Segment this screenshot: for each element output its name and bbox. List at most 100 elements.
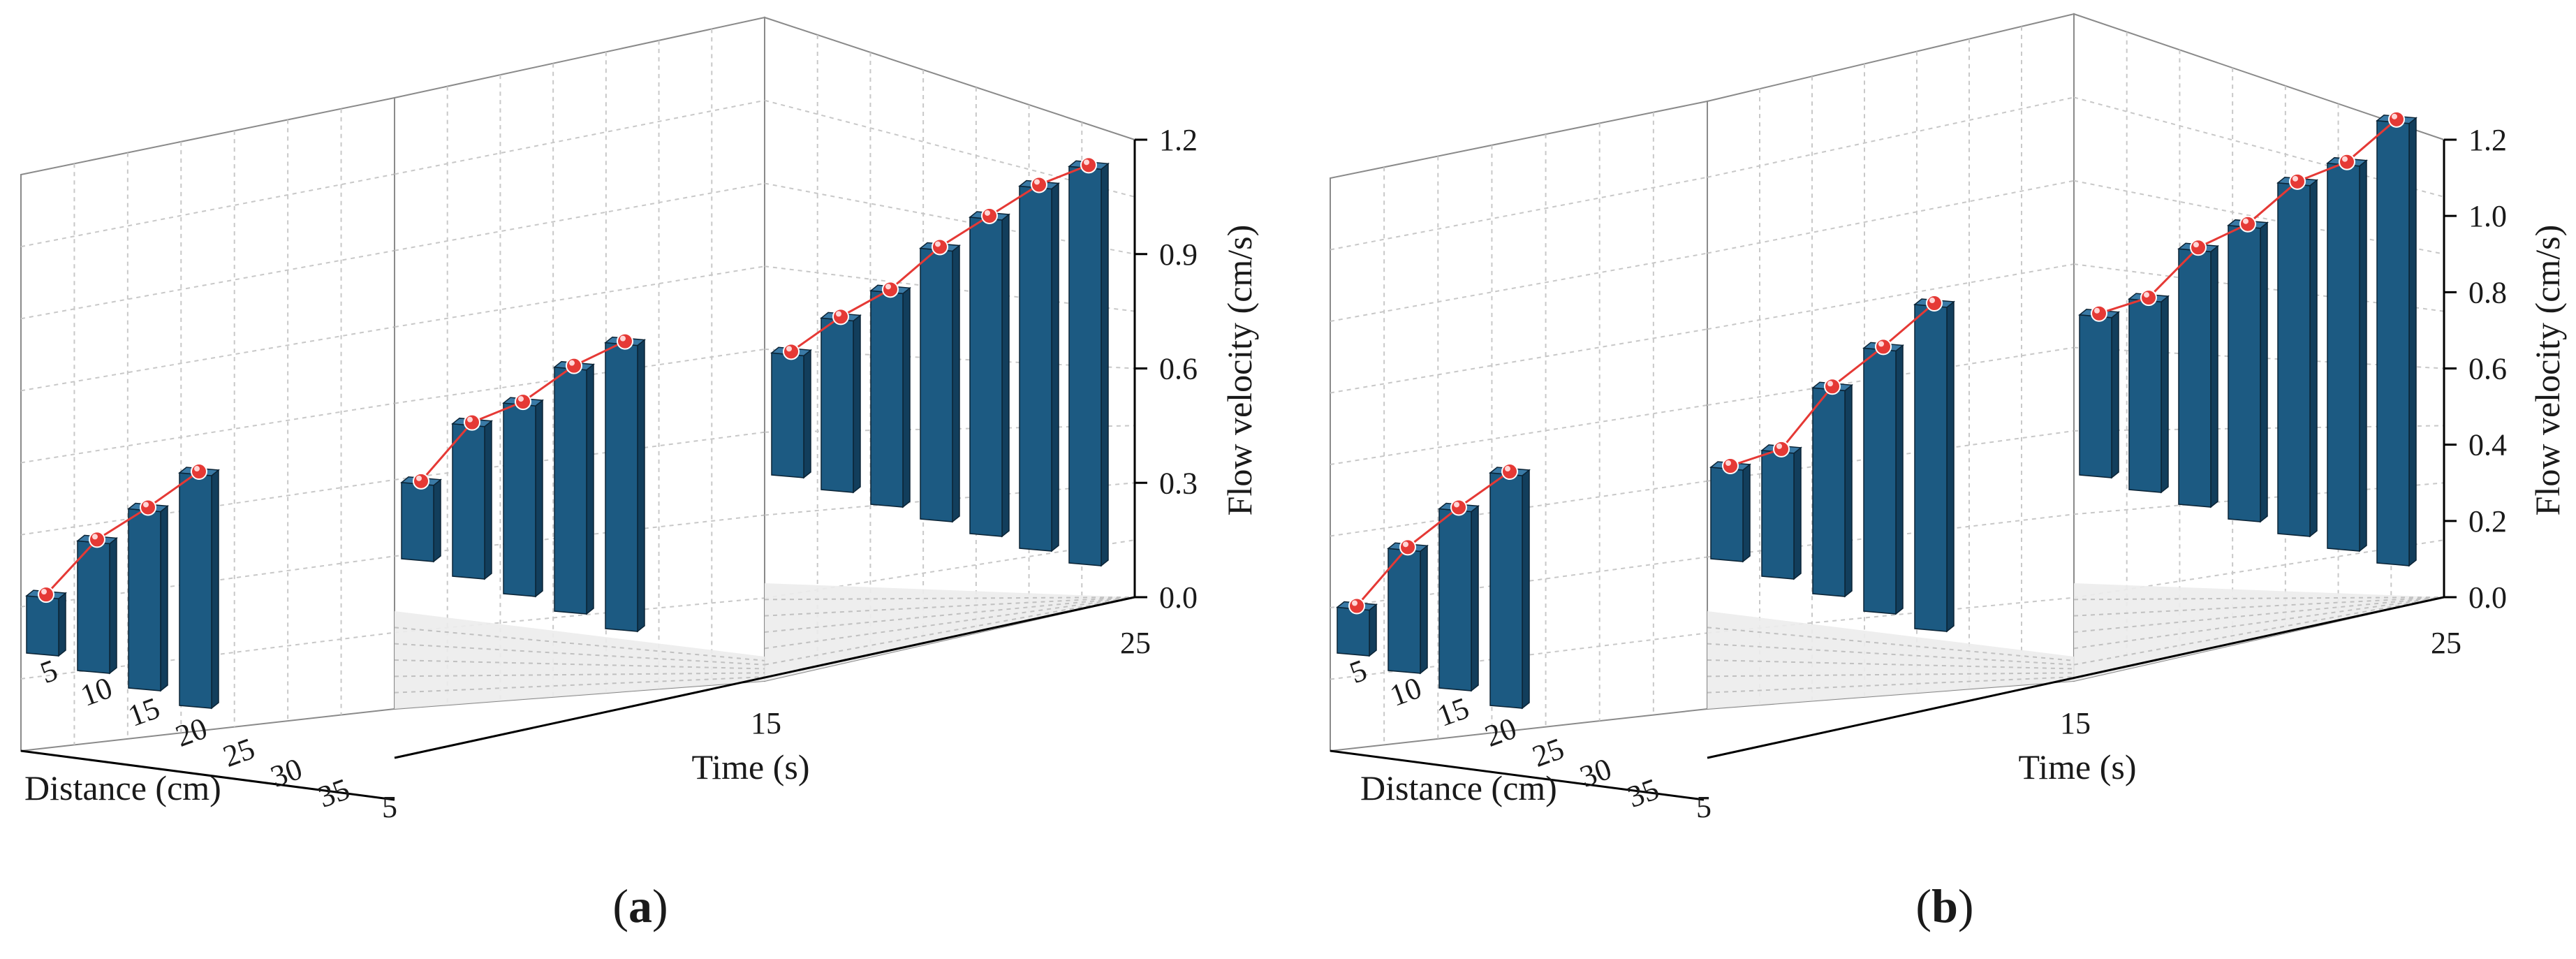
floor-grid-line (394, 643, 765, 666)
bar-face (605, 342, 638, 632)
data-marker (1031, 176, 1047, 193)
floor-grid-line (764, 596, 1135, 650)
bar (2376, 115, 2417, 567)
panel-label: (b) (1915, 879, 1973, 932)
data-marker (1348, 597, 1365, 615)
distance-axis-title: Distance (cm) (24, 768, 221, 807)
floor-grid-line (1707, 627, 2075, 661)
bar-face (401, 481, 434, 562)
data-marker (2239, 215, 2256, 233)
data-marker (2289, 173, 2306, 190)
marker-highlight (143, 502, 149, 508)
bar-side (211, 469, 219, 710)
chart-panel-b: 0.00.20.40.60.81.01.25 10 15 20 25 30 35 51525D… (1330, 13, 2567, 932)
floor-grid-line (1707, 672, 2075, 678)
bar-face (1489, 472, 1523, 709)
bar-side (2309, 179, 2318, 538)
marker-highlight (1878, 341, 1884, 347)
series-15s (1709, 295, 1955, 633)
velocity-tick-label: 0.8 (2468, 275, 2507, 309)
bar-side (1793, 446, 1802, 580)
data-marker (1722, 457, 1739, 474)
data-marker (2190, 239, 2207, 256)
bar (919, 242, 961, 523)
data-marker (413, 472, 429, 490)
time-tick-label: 15 (751, 706, 781, 740)
marker-highlight (2243, 218, 2249, 224)
floor-grid-line (394, 659, 765, 670)
bar-side (1946, 300, 1955, 633)
bar-face (870, 290, 904, 508)
time-axis-title: Time (s) (691, 747, 809, 786)
bar (869, 284, 911, 508)
bar-side (952, 244, 960, 523)
bar (502, 397, 544, 598)
velocity-tick-label: 0.0 (1159, 580, 1198, 615)
marker-highlight (2094, 307, 2100, 314)
floor-grid-line (1707, 659, 2075, 670)
panel-label: (a) (612, 879, 668, 932)
distance-tick-label: 35 (314, 772, 354, 814)
bar-side (2408, 117, 2417, 567)
data-marker (882, 281, 899, 298)
data-marker (515, 393, 531, 411)
marker-highlight (2392, 113, 2397, 119)
data-marker (38, 586, 54, 603)
bar (1811, 381, 1853, 598)
grid-line (394, 265, 765, 328)
data-marker (1926, 295, 1943, 312)
bar (1438, 502, 1480, 692)
bar-face (452, 423, 485, 580)
series-25s (2078, 110, 2417, 567)
bar-side (1369, 603, 1377, 657)
bar-side (1051, 182, 1059, 552)
bar (76, 534, 118, 675)
data-marker (617, 332, 633, 350)
velocity-tick-label: 0.2 (2468, 504, 2507, 539)
grid-line (1707, 96, 2075, 178)
velocity-tick-label: 1.2 (2468, 123, 2507, 157)
bar-face (554, 366, 587, 615)
floor-grid-line (764, 596, 1135, 617)
grid-line (1707, 180, 2075, 254)
marker-highlight (1725, 460, 1731, 466)
floor-grid-line (764, 596, 1135, 633)
marker-highlight (2342, 156, 2348, 162)
bar-face (2376, 119, 2410, 566)
bar-face (2277, 182, 2311, 537)
bar-face (1337, 606, 1370, 657)
bar (451, 417, 493, 580)
bar-side (484, 420, 492, 580)
floor-pane (2074, 583, 2444, 681)
bar (400, 476, 442, 563)
bar (2128, 293, 2170, 494)
bar-side (1844, 383, 1853, 598)
panel-label-letter: b (1931, 879, 1958, 932)
floor-grid-line (2073, 596, 2445, 617)
bar-face (2228, 224, 2261, 522)
bar-side (2210, 244, 2218, 508)
bar-face (26, 595, 59, 657)
floor-grid-line (2073, 596, 2445, 601)
marker-highlight (569, 360, 575, 366)
data-marker (1080, 156, 1097, 174)
velocity-axis-title: Flow velocity (cm/s) (1220, 225, 1259, 516)
bar (604, 336, 646, 633)
marker-highlight (935, 241, 941, 247)
floor-grid-line (1707, 643, 2075, 666)
bar-side (1742, 463, 1751, 563)
grid-line (1707, 263, 2075, 330)
bar-side (586, 363, 594, 615)
bar-face (1068, 166, 1102, 566)
floor-grid-line (2073, 596, 2445, 666)
bar-side (803, 349, 811, 479)
bar (969, 211, 1010, 538)
series-5s (1336, 463, 1531, 710)
bar (1913, 298, 1955, 633)
bar-face (920, 247, 953, 522)
velocity-tick-label: 1.0 (2468, 199, 2507, 233)
bar (770, 346, 812, 479)
trend-line (45, 470, 200, 596)
marker-highlight (1776, 443, 1782, 449)
